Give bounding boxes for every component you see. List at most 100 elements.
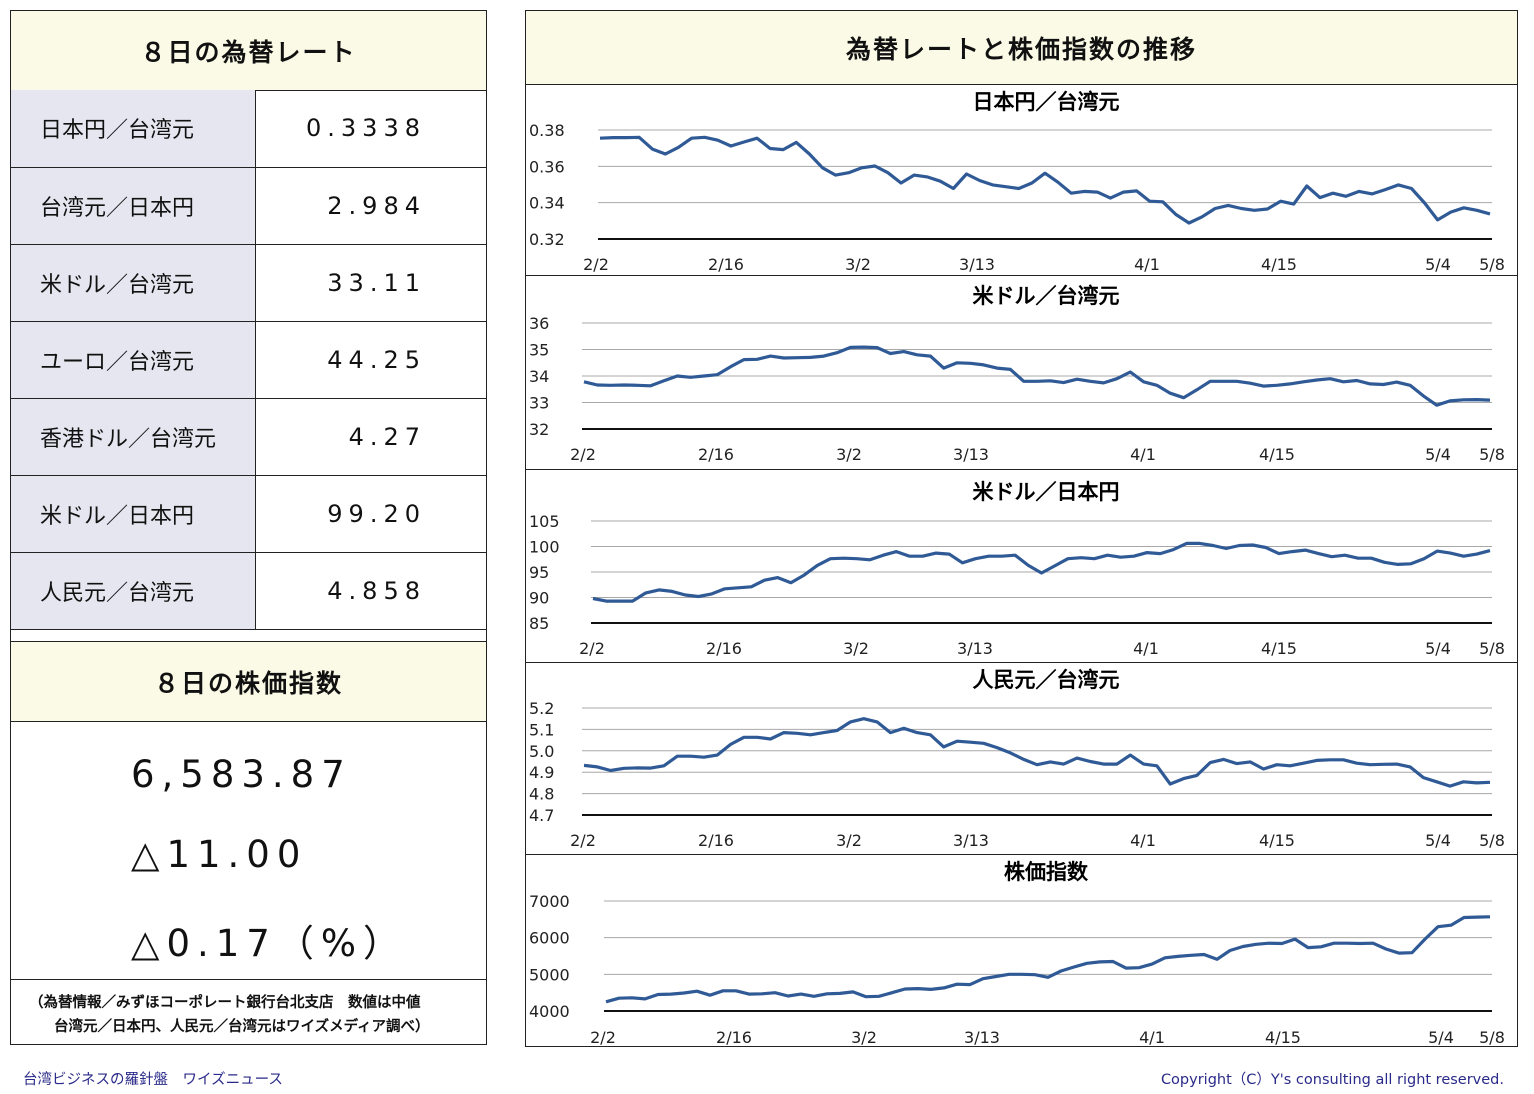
x-tick-label: 5/4 (1425, 831, 1451, 850)
x-tick-label: 3/13 (959, 255, 995, 274)
currency-pair-label: 米ドル／台湾元 (11, 244, 256, 322)
exchange-rate-value: 4.858 (255, 552, 486, 630)
y-tick-label: 4000 (529, 1002, 570, 1021)
x-tick-label: 4/1 (1134, 255, 1160, 274)
x-tick-label: 5/4 (1425, 639, 1451, 658)
x-tick-label: 4/1 (1133, 639, 1159, 658)
footer-copyright: Copyright（C）Y's consulting all right res… (1160, 1072, 1504, 1088)
x-tick-label: 4/15 (1261, 255, 1297, 274)
currency-pair-label: 日本円／台湾元 (11, 90, 256, 168)
stock-index-change-percent: △0.17（%） (131, 922, 407, 965)
rate-table: 日本円／台湾元 0.3338 台湾元／日本円 2.984 米ドル／台湾元 33.11 ユーロ… (11, 90, 486, 630)
x-tick-label: 5/4 (1425, 255, 1451, 274)
currency-pair-label: 人民元／台湾元 (11, 552, 256, 630)
y-tick-label: 7000 (529, 892, 570, 911)
x-tick-label: 2/16 (698, 831, 734, 850)
y-tick-label: 5.0 (529, 742, 554, 761)
series-line (599, 135, 1491, 225)
y-tick-label: 4.8 (529, 785, 554, 804)
y-tick-label: 0.38 (529, 121, 565, 140)
chart-0: 日本円／台湾元 0.32 0.34 0.36 0.38 2/2 2/16 3/2 3/13 4/1… (529, 90, 1505, 274)
x-tick-label: 3/2 (851, 1028, 877, 1047)
exchange-rate-value: 0.3338 (255, 90, 486, 168)
x-tick-label: 4/1 (1139, 1028, 1165, 1047)
x-tick-label: 4/15 (1259, 445, 1295, 464)
exchange-rate-value: 4.27 (255, 398, 486, 476)
x-tick-label: 2/2 (570, 445, 596, 464)
x-tick-label: 2/2 (590, 1028, 616, 1047)
currency-pair-label: 米ドル／日本円 (11, 475, 256, 553)
right-panel: 為替レートと株価指数の推移 日本円／台湾元 0.32 0.34 0.36 0.38 2/2… (525, 10, 1518, 1047)
x-tick-label: 3/2 (836, 831, 862, 850)
rate-row: ユーロ／台湾元 44.25 (11, 321, 486, 399)
left-panel: ８日の為替レート 日本円／台湾元 0.3338 台湾元／日本円 2.984 米ドル／台湾… (10, 10, 487, 1045)
stock-index-change: △11.00 (131, 833, 308, 876)
chart-1: 米ドル／台湾元 32 33 34 35 36 2/2 2/16 3/2 3/13 4/1 4/15 5/… (526, 275, 1517, 464)
rate-row: 香港ドル／台湾元 4.27 (11, 398, 486, 476)
y-tick-label: 0.36 (529, 157, 565, 176)
x-tick-label: 4/1 (1130, 831, 1156, 850)
x-tick-label: 2/2 (570, 831, 596, 850)
y-tick-label: 5.2 (529, 699, 554, 718)
exchange-rate-value: 2.984 (255, 167, 486, 245)
x-tick-label: 4/15 (1259, 831, 1295, 850)
x-tick-label: 4/15 (1261, 639, 1297, 658)
series-line (605, 915, 1491, 1004)
x-tick-label: 3/13 (964, 1028, 1000, 1047)
y-tick-label: 95 (529, 563, 549, 582)
x-tick-label: 2/2 (579, 639, 605, 658)
x-tick-label: 3/13 (953, 831, 989, 850)
footer-site-name: 台湾ビジネスの羅針盤 ワイズニュース (23, 1072, 283, 1088)
x-tick-label: 5/8 (1479, 1028, 1505, 1047)
rate-row: 人民元／台湾元 4.858 (11, 552, 486, 630)
chart-title: 米ドル／台湾元 (973, 284, 1120, 308)
source-note: （為替情報／みずほコーポレート銀行台北支店 数値は中値 台湾元／日本円、人民元／… (29, 991, 430, 1039)
currency-pair-label: 香港ドル／台湾元 (11, 398, 256, 476)
x-tick-label: 4/15 (1265, 1028, 1301, 1047)
y-tick-label: 100 (529, 538, 560, 557)
x-tick-label: 5/4 (1425, 445, 1451, 464)
chart-3: 人民元／台湾元 4.7 4.8 4.9 5.0 5.1 5.2 2/2 2/16 3/2 3/13 4… (526, 662, 1517, 850)
exchange-rate-value: 33.11 (255, 244, 486, 322)
rate-table-title: ８日の為替レート (11, 11, 486, 91)
x-tick-label: 2/16 (698, 445, 734, 464)
chart-2: 米ドル／日本円 85 90 95 100 105 2/2 2/16 3/2 3/13 4/1 4/15… (526, 469, 1517, 658)
chart-title: 株価指数 (1004, 860, 1089, 884)
chart-title: 日本円／台湾元 (973, 90, 1120, 114)
series-line (583, 717, 1491, 788)
stock-index-value: 6,583.87 (131, 753, 352, 796)
chart-title: 米ドル／日本円 (973, 480, 1120, 504)
exchange-rate-value: 99.20 (255, 475, 486, 553)
series-line (583, 345, 1491, 407)
y-tick-label: 6000 (529, 929, 570, 948)
y-tick-label: 5.1 (529, 720, 554, 739)
series-line (592, 541, 1491, 603)
chart-title: 人民元／台湾元 (973, 668, 1120, 692)
x-tick-label: 3/13 (957, 639, 993, 658)
exchange-rate-value: 44.25 (255, 321, 486, 399)
y-tick-label: 32 (529, 420, 549, 439)
source-note-line2: 台湾元／日本円、人民元／台湾元はワイズメディア調べ） (54, 1019, 430, 1035)
x-tick-label: 5/8 (1479, 445, 1505, 464)
y-tick-label: 33 (529, 394, 549, 413)
y-tick-label: 0.32 (529, 230, 565, 249)
x-tick-label: 3/2 (836, 445, 862, 464)
stock-index-box: 6,583.87 △11.00 △0.17（%） (11, 721, 486, 980)
chart-4: 株価指数 4000 5000 6000 7000 2/2 2/16 3/2 3/13 4/1 4/1… (526, 854, 1517, 1047)
x-tick-label: 5/8 (1479, 255, 1505, 274)
x-tick-label: 3/2 (843, 639, 869, 658)
currency-pair-label: 台湾元／日本円 (11, 167, 256, 245)
x-tick-label: 5/8 (1479, 831, 1505, 850)
x-tick-label: 4/1 (1130, 445, 1156, 464)
x-tick-label: 5/8 (1479, 639, 1505, 658)
x-tick-label: 2/16 (716, 1028, 752, 1047)
y-tick-label: 0.34 (529, 194, 565, 213)
rate-row: 米ドル／日本円 99.20 (11, 475, 486, 553)
rate-row: 台湾元／日本円 2.984 (11, 167, 486, 245)
x-tick-label: 3/2 (845, 255, 871, 274)
y-tick-label: 85 (529, 614, 549, 633)
y-tick-label: 36 (529, 314, 549, 333)
rate-row: 日本円／台湾元 0.3338 (11, 90, 486, 168)
y-tick-label: 4.7 (529, 806, 554, 825)
x-tick-label: 2/16 (708, 255, 744, 274)
